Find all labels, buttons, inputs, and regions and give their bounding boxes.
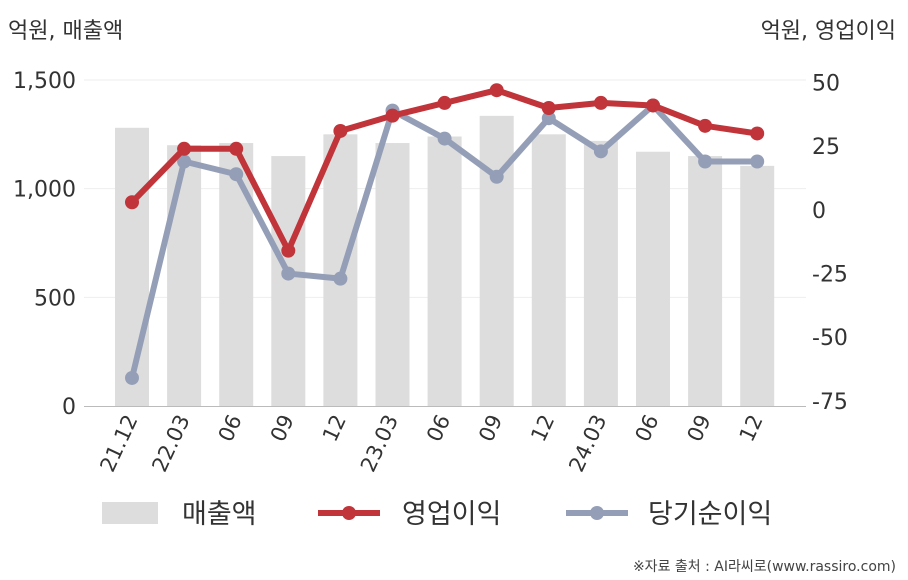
data-point <box>593 95 608 110</box>
left-axis-ticks: 0 500 1,000 1,500 <box>13 69 76 420</box>
data-point <box>593 144 608 159</box>
right-tick-label: 25 <box>812 135 840 160</box>
left-tick-label: 1,500 <box>13 69 76 94</box>
x-tick-label: 06 <box>630 411 663 445</box>
data-point <box>437 131 452 146</box>
bar <box>427 136 462 407</box>
right-tick-label: 50 <box>812 72 840 97</box>
bar <box>740 165 775 406</box>
x-tick-label: 09 <box>266 411 299 445</box>
x-tick-label: 12 <box>526 411 559 445</box>
data-point <box>281 243 296 258</box>
data-point <box>750 126 765 141</box>
right-tick-label: -75 <box>812 390 848 415</box>
data-point <box>541 111 556 126</box>
bar <box>167 145 202 406</box>
x-tick-label: 06 <box>422 411 455 445</box>
data-point <box>125 370 139 385</box>
data-point <box>385 108 400 123</box>
x-tick-label: 12 <box>318 411 351 445</box>
data-point <box>281 266 296 281</box>
x-tick-label: 21.12 <box>95 411 142 476</box>
legend-label: 매출액 <box>182 499 257 530</box>
bar <box>583 140 618 406</box>
bar <box>636 151 670 406</box>
data-point <box>229 141 244 156</box>
data-point <box>698 118 713 133</box>
x-tick-label: 06 <box>214 411 247 445</box>
x-tick-label: 09 <box>683 411 716 445</box>
right-tick-label: 0 <box>812 199 826 224</box>
data-point <box>229 167 244 182</box>
legend-label: 영업이익 <box>402 499 501 530</box>
data-point <box>333 271 348 286</box>
bar <box>688 156 723 406</box>
data-point <box>437 95 452 110</box>
x-tick-label: 24.03 <box>564 411 611 476</box>
bar <box>115 127 149 407</box>
bar <box>219 143 254 406</box>
data-point <box>177 141 192 156</box>
data-point <box>541 101 556 116</box>
data-point <box>698 154 713 169</box>
data-point <box>489 83 504 98</box>
x-tick-label: 12 <box>735 411 768 445</box>
data-point <box>646 98 660 113</box>
x-tick-label: 22.03 <box>147 411 194 476</box>
right-tick-label: -25 <box>812 263 848 288</box>
bar <box>531 134 566 407</box>
legend: 매출액 영업이익 당기순이익 <box>102 499 772 530</box>
legend-swatch-marker <box>590 506 604 520</box>
data-point <box>125 195 139 210</box>
legend-label: 당기순이익 <box>648 499 772 530</box>
bar <box>271 156 306 406</box>
right-axis-title: 억원, 영업이익 <box>761 19 896 44</box>
x-tick-label: 09 <box>474 411 507 445</box>
line-series <box>125 83 765 385</box>
x-axis-ticks: 21.12 22.03 06 09 12 23.03 06 09 12 24.03 06 09 12 <box>95 411 767 476</box>
x-tick-label: 23.03 <box>356 411 403 476</box>
legend-swatch-marker <box>342 506 356 520</box>
data-point <box>489 169 504 184</box>
bar-series <box>115 115 775 407</box>
left-tick-label: 1,000 <box>13 178 76 203</box>
left-axis-title: 억원, 매출액 <box>8 19 123 44</box>
source-note: ※자료 출처 : AI라씨로(www.rassiro.com) <box>633 559 896 575</box>
data-point <box>750 154 765 169</box>
data-point <box>333 123 348 138</box>
left-tick-label: 500 <box>34 286 76 311</box>
data-point <box>177 154 192 169</box>
left-tick-label: 0 <box>62 395 76 420</box>
legend-swatch-bar <box>102 502 158 524</box>
bar <box>375 143 410 406</box>
right-axis-ticks: -75 -50 -25 0 25 50 <box>812 72 848 415</box>
right-tick-label: -50 <box>812 326 848 351</box>
